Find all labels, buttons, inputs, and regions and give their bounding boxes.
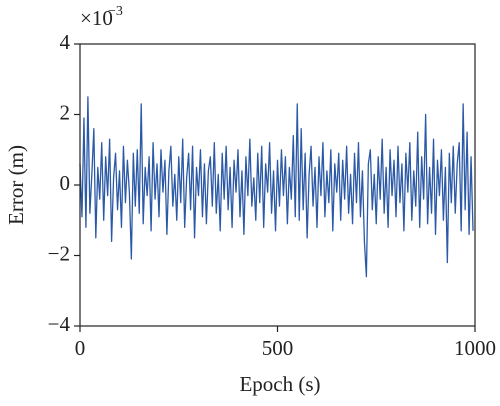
y-offset-exponent: −3 <box>108 4 123 19</box>
x-tick-label: 0 <box>75 336 86 360</box>
y-tick-label: −2 <box>48 241 70 265</box>
data-line <box>79 96 474 278</box>
x-axis-label: Epoch (s) <box>239 372 320 396</box>
y-offset-base: ×10 <box>80 6 113 30</box>
x-tick-label: 500 <box>262 336 294 360</box>
y-axis-label: Error (m) <box>4 145 28 225</box>
y-tick-label: 4 <box>60 30 71 54</box>
y-tick-label: −4 <box>48 312 71 336</box>
x-tick-label: 1000 <box>454 336 496 360</box>
plot-frame <box>79 43 476 327</box>
y-tick-label: 0 <box>60 171 71 195</box>
y-tick-label: 2 <box>60 100 71 124</box>
